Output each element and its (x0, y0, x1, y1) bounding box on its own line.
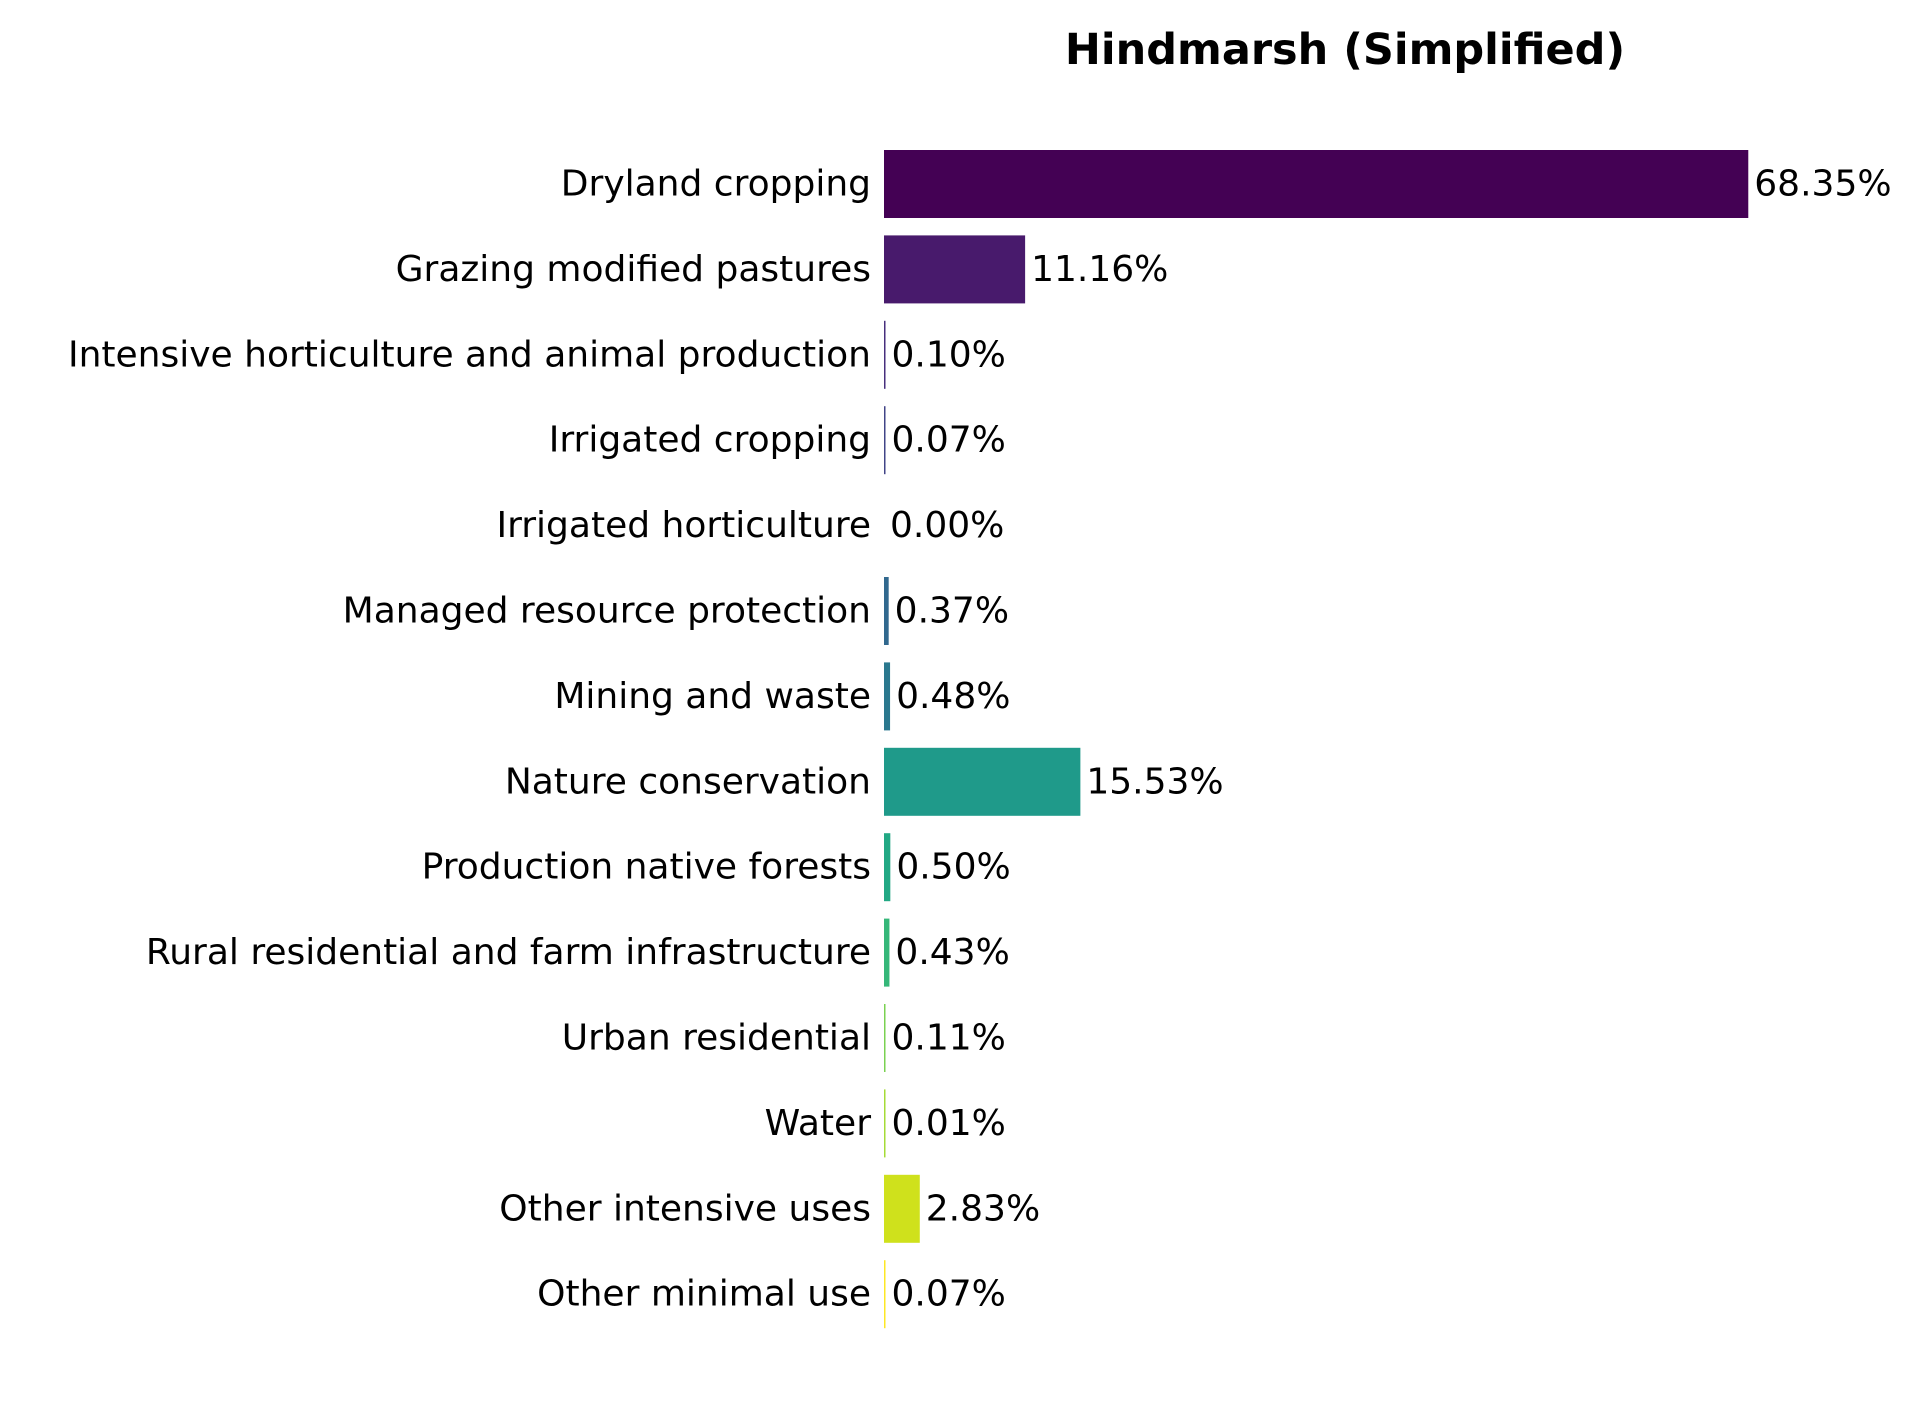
category-label: Nature conservation (505, 761, 871, 802)
value-label: 68.35% (1754, 164, 1891, 205)
category-label: Other intensive uses (499, 1188, 871, 1229)
bar-other-intensive-uses (884, 1174, 920, 1243)
value-label: 0.43% (895, 932, 1009, 973)
category-label: Production native forests (422, 847, 871, 888)
value-label: 2.83% (926, 1188, 1040, 1229)
category-label: Intensive horticulture and animal produc… (68, 334, 871, 375)
bar-managed-resource-protection (884, 577, 889, 645)
bar-water (884, 1089, 886, 1158)
category-label: Mining and waste (554, 676, 871, 717)
value-label: 0.07% (892, 420, 1006, 461)
bars-group (884, 150, 1749, 1329)
category-label: Dryland cropping (561, 164, 871, 205)
bar-dryland-cropping (884, 150, 1749, 218)
category-label: Irrigated horticulture (496, 505, 871, 546)
chart-title: Hindmarsh (Simplified) (1065, 25, 1625, 75)
bar-production-native-forests (884, 833, 891, 902)
category-label: Managed resource protection (343, 591, 871, 632)
category-labels: Dryland cropping Grazing modified pasture… (68, 164, 871, 1315)
value-label: 0.01% (892, 1103, 1006, 1144)
value-label: 0.10% (892, 334, 1006, 375)
bar-mining-and-waste (884, 662, 891, 731)
category-label: Grazing modified pastures (396, 249, 871, 290)
value-label: 0.37% (895, 591, 1009, 632)
value-label: 0.48% (896, 676, 1010, 717)
value-labels: 68.35% 11.16% 0.10% 0.07% 0.00% 0.37% 0.48% 15.… (890, 164, 1892, 1315)
value-label: 11.16% (1031, 249, 1168, 290)
category-label: Irrigated cropping (549, 420, 871, 461)
category-label: Other minimal use (537, 1274, 871, 1315)
bar-other-minimal-use (884, 1260, 886, 1329)
bar-urban-residential (884, 1004, 886, 1072)
bar-intensive-horticulture-and-animal-production (884, 320, 886, 389)
value-label: 15.53% (1086, 761, 1223, 802)
category-label: Water (765, 1103, 872, 1144)
bar-rural-residential-and-farm-infrastructure (884, 918, 890, 987)
bar-nature-conservation (884, 747, 1081, 816)
value-label: 0.07% (892, 1274, 1006, 1315)
bar-irrigated-cropping (884, 406, 886, 475)
category-label: Urban residential (562, 1018, 871, 1059)
value-label: 0.11% (892, 1018, 1006, 1059)
bar-grazing-modified-pastures (884, 235, 1026, 304)
value-label: 0.00% (890, 505, 1004, 546)
value-label: 0.50% (896, 847, 1010, 888)
category-label: Rural residential and farm infrastructur… (146, 932, 871, 973)
